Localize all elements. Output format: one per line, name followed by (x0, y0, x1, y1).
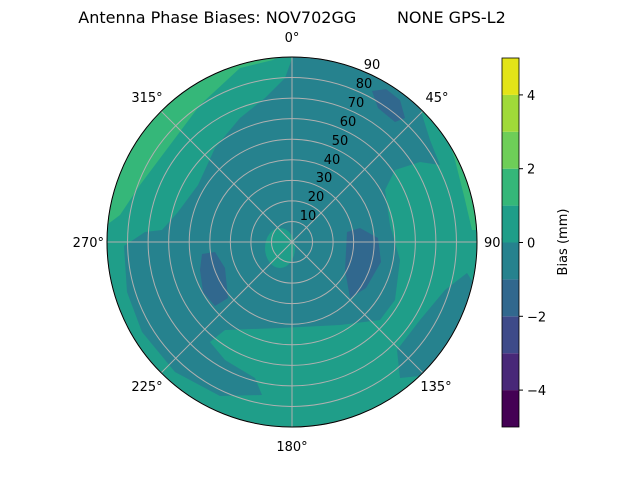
colorbar-tick-label: −2 (527, 310, 546, 325)
chart-title: Antenna Phase Biases: NOV702GG NONE GPS-… (78, 8, 506, 27)
colorbar-tick-label: 2 (527, 163, 535, 178)
r-label-60: 60 (340, 115, 357, 130)
colorbar-tick-label: −4 (527, 384, 546, 399)
colorbar-band-9 (502, 58, 519, 95)
colorbar-tick-label: 4 (527, 89, 535, 104)
theta-label-90: 90° (484, 236, 507, 251)
r-label-10: 10 (300, 209, 317, 224)
theta-label-45: 45° (425, 91, 448, 106)
contour-level-neg2-neg1-north (372, 89, 405, 122)
r-label-50: 50 (332, 134, 349, 149)
contour-level-neg1-0-right (397, 273, 477, 378)
colorbar-tick-label: 0 (527, 237, 535, 252)
colorbar-band-0 (502, 390, 519, 427)
r-tick-labels: 10 20 30 40 50 60 70 80 90 (300, 58, 381, 224)
polar-frame (106, 56, 478, 428)
colorbar-band-8 (502, 94, 519, 132)
theta-label-315: 315° (131, 91, 162, 106)
polar-grid (106, 56, 478, 428)
colorbar-band-2 (502, 316, 519, 354)
r-label-70: 70 (348, 96, 365, 111)
theta-gridline-135 (160, 110, 424, 374)
colorbar-band-5 (502, 205, 519, 243)
r-label-90: 90 (364, 58, 381, 73)
colorbar-band-7 (502, 131, 519, 169)
colorbar (502, 58, 519, 427)
contour-level-neg2-neg1-west (200, 252, 228, 306)
theta-tick-labels: 0° 45° 90° 135° 180° 225° 270° 315° (73, 31, 507, 455)
colorbar-ticks: −4 −2 0 2 4 (519, 89, 546, 399)
colorbar-band-1 (502, 353, 519, 391)
r-label-40: 40 (324, 153, 341, 168)
colorbar-label: Bias (mm) (556, 209, 571, 276)
colorbar-band-4 (502, 242, 519, 280)
theta-label-225: 225° (131, 380, 162, 395)
theta-label-135: 135° (420, 380, 451, 395)
r-label-20: 20 (308, 190, 325, 205)
theta-label-270: 270° (73, 236, 104, 251)
r-label-80: 80 (356, 77, 373, 92)
colorbar-band-6 (502, 168, 519, 206)
colorbar-band-3 (502, 279, 519, 317)
theta-label-180: 180° (276, 440, 307, 455)
r-label-30: 30 (316, 171, 333, 186)
contour-level-2-3-edge (150, 62, 190, 92)
theta-label-0: 0° (285, 31, 300, 46)
